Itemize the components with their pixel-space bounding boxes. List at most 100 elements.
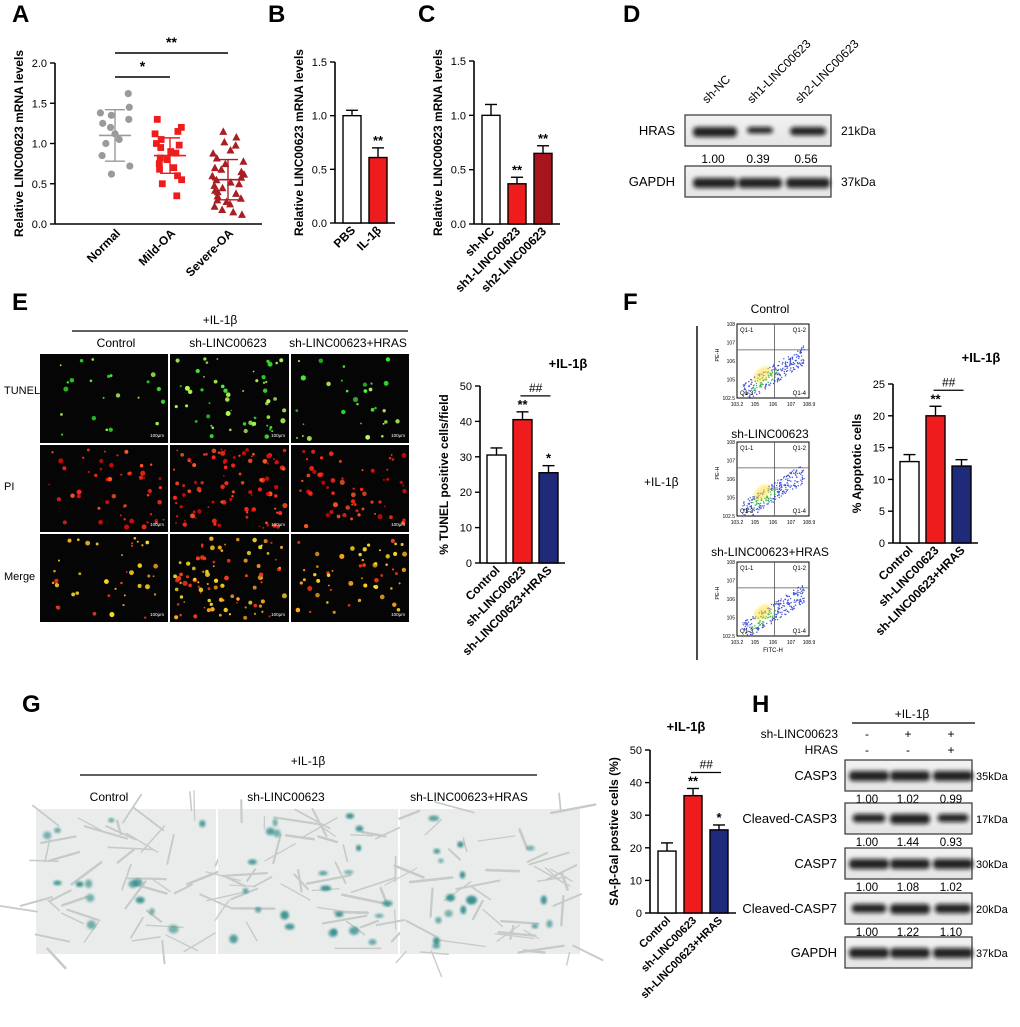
blue-stained-cell: [86, 893, 95, 902]
event-dot: [754, 389, 756, 392]
cell-signal: [69, 377, 75, 383]
event-dot: [754, 625, 756, 627]
event-dot: [771, 373, 773, 375]
event-dot: [799, 600, 801, 603]
cell-signal: [211, 426, 215, 430]
cell-signal: [174, 405, 178, 409]
event-dot: [773, 491, 776, 494]
cell-signal: [105, 428, 109, 432]
event-dot: [750, 619, 752, 621]
event-dot: [764, 617, 767, 620]
hash-significance: ##: [942, 375, 956, 389]
stained-cell-image: [36, 809, 216, 954]
cell-signal: [220, 549, 224, 552]
event-dot: [745, 623, 748, 626]
kda-label: 17kDa: [976, 814, 1009, 826]
cell-signal: [223, 458, 228, 464]
event-dot: [796, 472, 798, 475]
event-dot: [748, 500, 751, 502]
blue-stained-cell: [435, 916, 442, 924]
event-dot: [755, 384, 758, 387]
cell-signal: [388, 456, 392, 460]
protein-label: HRAS: [639, 123, 675, 138]
cell-signal: [131, 542, 134, 545]
data-point: [209, 149, 218, 157]
blot-band: [933, 771, 973, 781]
blue-stained-cell: [374, 913, 384, 918]
event-dot: [766, 503, 768, 505]
quadrant-label: Q1-2: [793, 446, 807, 452]
cell-signal: [146, 493, 150, 497]
cell-signal: [60, 433, 64, 436]
data-point: [96, 109, 105, 117]
event-dot: [746, 511, 748, 514]
event-dot: [746, 633, 749, 636]
event-dot: [749, 396, 751, 398]
cell-signal: [225, 392, 231, 398]
cell-signal: [230, 594, 235, 599]
event-dot: [777, 610, 779, 612]
cell-signal: [196, 486, 202, 492]
cell-signal: [143, 476, 146, 479]
event-dot: [750, 510, 752, 513]
density-core: [753, 604, 771, 621]
event-dot: [778, 611, 780, 613]
event-dot: [764, 386, 766, 389]
cell-signal: [242, 389, 245, 393]
data-point: [153, 140, 160, 147]
event-dot: [789, 360, 792, 362]
cell-signal: [362, 491, 367, 497]
cell-signal: [261, 610, 264, 613]
cell-signal: [192, 510, 196, 514]
y-tick-label: 50: [630, 745, 642, 757]
blot-band: [890, 948, 930, 958]
data-point: [173, 192, 181, 200]
cell-signal: [79, 359, 84, 363]
y-axis-title: % TUNEL positive cells/field: [437, 394, 451, 555]
event-dot: [755, 503, 758, 506]
event-dot: [789, 357, 792, 360]
panel-label-h: H: [752, 691, 769, 718]
event-dot: [758, 392, 761, 394]
event-dot: [797, 367, 800, 369]
cell-signal: [314, 551, 320, 557]
event-dot: [784, 613, 786, 615]
event-dot: [796, 593, 798, 595]
cell-signal: [231, 490, 235, 494]
event-dot: [748, 381, 750, 383]
cell-signal: [182, 484, 186, 488]
event-dot: [781, 486, 783, 489]
cell-signal: [267, 361, 273, 367]
data-point: [158, 180, 166, 188]
cell-outline: [424, 819, 443, 836]
panel-label-f: F: [623, 289, 638, 316]
cell-signal: [399, 480, 404, 485]
cell-outline: [150, 877, 171, 893]
cell-signal: [203, 453, 206, 456]
cell-signal: [175, 481, 180, 486]
cell-signal: [153, 593, 157, 596]
event-dot: [755, 508, 758, 511]
event-dot: [746, 505, 748, 507]
cell-outline: [19, 896, 54, 907]
cell-outline: [214, 899, 230, 921]
event-dot: [802, 469, 805, 471]
cell-outline: [419, 951, 449, 955]
y-tick-label: 2.0: [32, 58, 47, 70]
blue-stained-cell: [75, 881, 84, 887]
cell-signal: [224, 481, 229, 486]
event-dot: [751, 387, 754, 389]
column-label: Control: [97, 336, 136, 350]
cell-signal: [218, 613, 222, 617]
data-point: [99, 119, 107, 127]
event-dot: [786, 369, 789, 372]
event-dot: [771, 375, 773, 377]
cell-signal: [107, 594, 111, 598]
cell-signal: [390, 587, 393, 590]
event-dot: [784, 368, 786, 371]
cell-signal: [200, 388, 204, 392]
cell-signal: [206, 582, 209, 586]
panel-label-c: C: [418, 1, 435, 28]
cell-outline: [61, 895, 88, 907]
event-dot: [752, 501, 754, 504]
